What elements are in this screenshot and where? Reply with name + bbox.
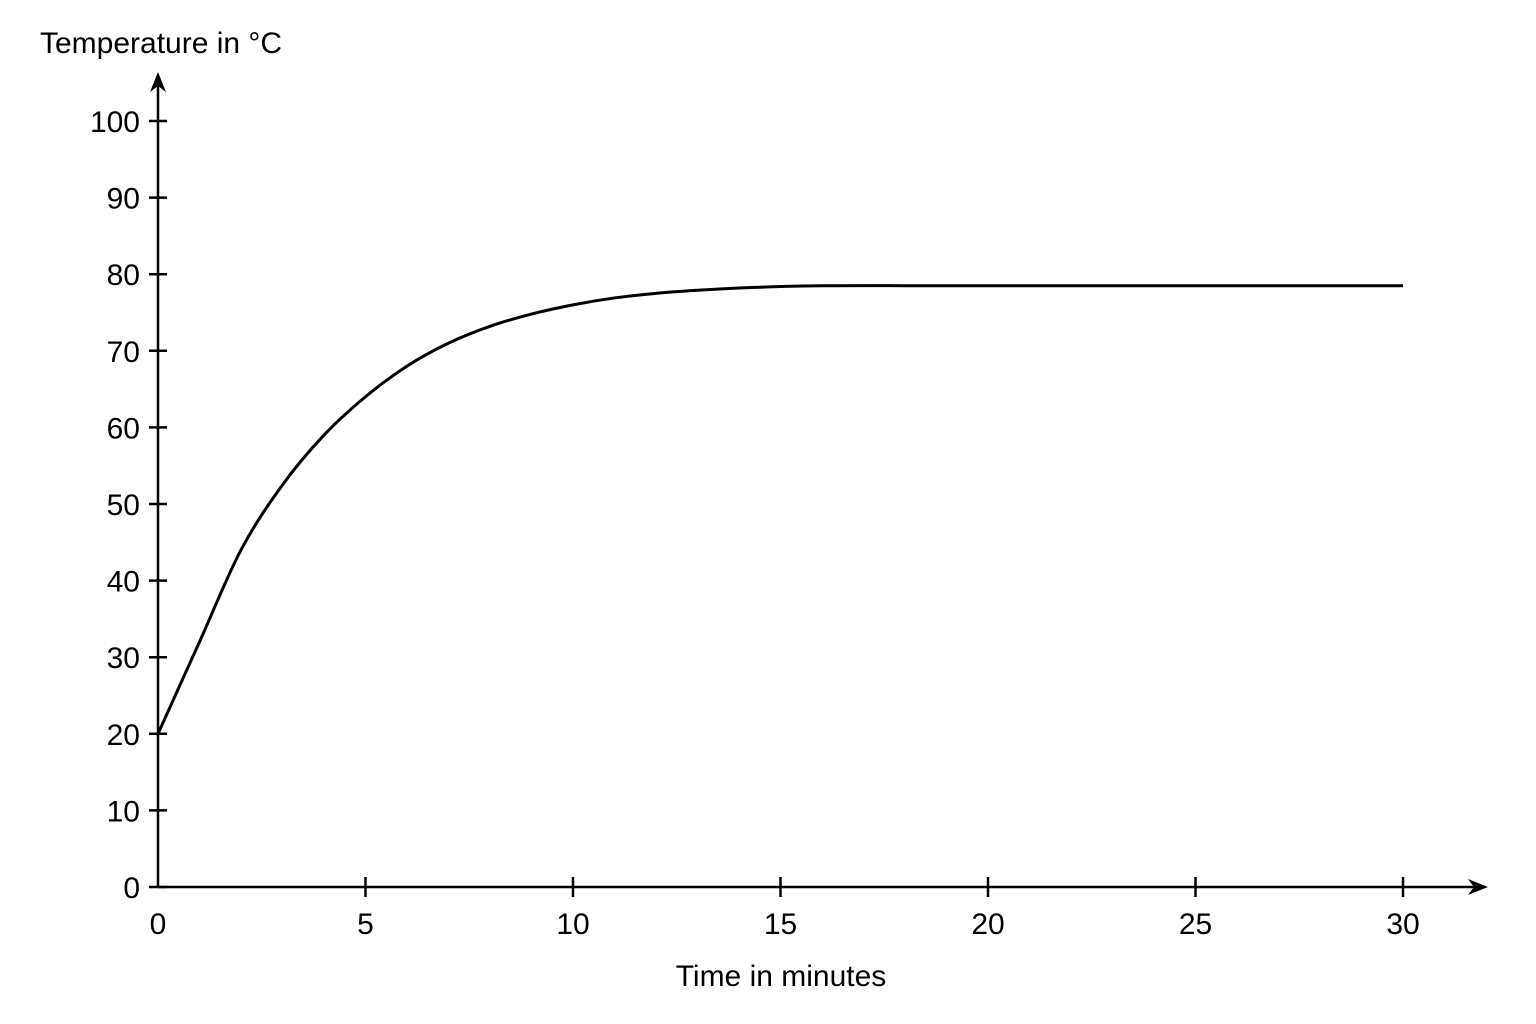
y-tick-label: 60 — [107, 412, 140, 445]
x-tick-label: 0 — [150, 908, 167, 941]
y-tick-label: 30 — [107, 642, 140, 675]
x-tick-label: 10 — [556, 908, 589, 941]
tick-labels-layer: 0 10 20 30 40 50 60 70 80 90 100 0 5 10 15 20 25 30 — [90, 106, 1420, 941]
y-tick-label: 40 — [107, 566, 140, 599]
x-tick-label: 15 — [764, 908, 797, 941]
y-axis-label: Temperature in °C — [40, 27, 282, 60]
y-tick-label: 50 — [107, 489, 140, 522]
y-tick-label: 20 — [107, 719, 140, 752]
y-tick-label: 90 — [107, 183, 140, 216]
x-tick-label: 25 — [1179, 908, 1212, 941]
x-tick-label: 20 — [971, 908, 1004, 941]
y-tick-label: 0 — [123, 872, 140, 905]
x-axis-arrowhead — [1468, 879, 1488, 895]
temperature-curve — [156, 284, 1403, 735]
y-tick-label: 70 — [107, 336, 140, 369]
y-tick-label: 100 — [90, 106, 140, 139]
y-tick-label: 10 — [107, 795, 140, 828]
x-axis-label: Time in minutes — [676, 960, 887, 993]
x-tick-label: 30 — [1386, 908, 1419, 941]
y-tick-label: 80 — [107, 259, 140, 292]
ticks-layer — [149, 119, 1405, 897]
x-tick-label: 5 — [357, 908, 374, 941]
y-axis-arrowhead — [150, 72, 166, 92]
